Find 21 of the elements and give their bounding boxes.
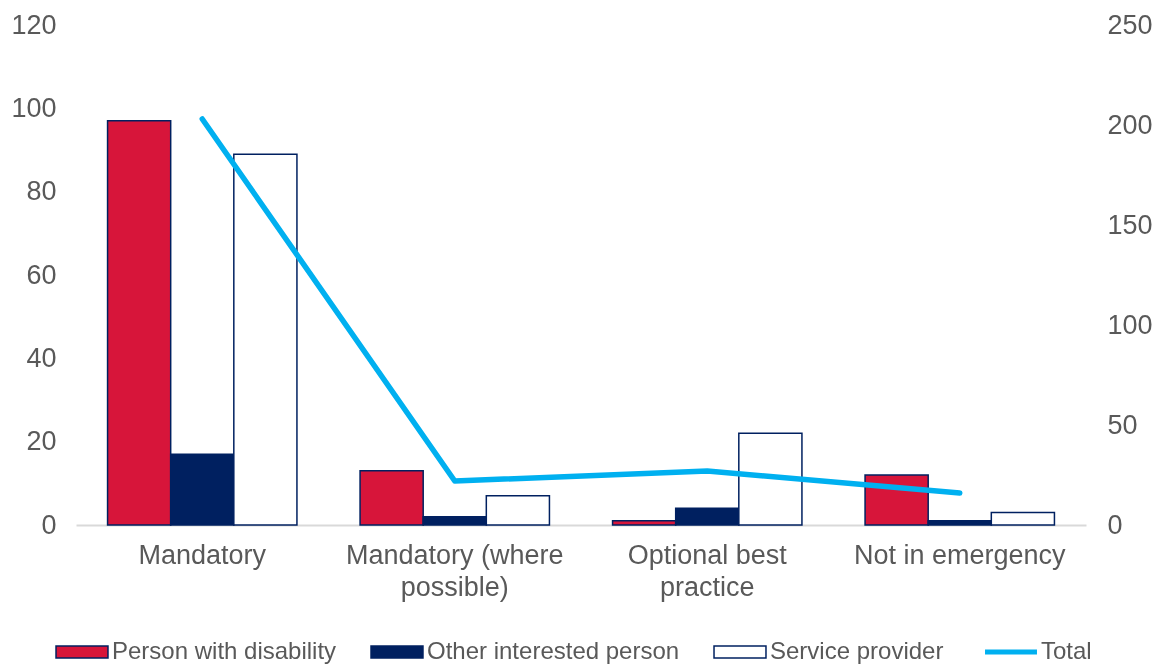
x-tick-label: Mandatory [138, 539, 267, 570]
legend-label: Total [1041, 637, 1092, 664]
y-tick-label: 60 [26, 259, 57, 290]
legend-label: Service provider [770, 637, 944, 664]
legend-label: Person with disability [112, 637, 337, 664]
y-tick-label: 100 [11, 92, 57, 123]
x-tick-label: Mandatory (where possible) [345, 539, 564, 602]
y2-tick-label: 150 [1107, 209, 1153, 240]
y-tick-label: 40 [26, 342, 57, 373]
y-tick-label: 80 [26, 176, 57, 207]
y2-tick-label: 0 [1107, 509, 1123, 540]
y2-tick-label: 50 [1107, 409, 1138, 440]
x-tick-label: Not in emergency [853, 539, 1067, 570]
y-tick-label: 120 [11, 9, 57, 40]
legend-label: Other interested person [427, 637, 680, 664]
x-tick-label: Optional best practice [627, 539, 788, 602]
y2-tick-label: 100 [1107, 309, 1153, 340]
y-tick-label: 20 [26, 426, 57, 457]
y2-tick-label: 250 [1107, 9, 1153, 40]
y2-tick-label: 200 [1107, 109, 1153, 140]
y-tick-label: 0 [41, 509, 57, 540]
